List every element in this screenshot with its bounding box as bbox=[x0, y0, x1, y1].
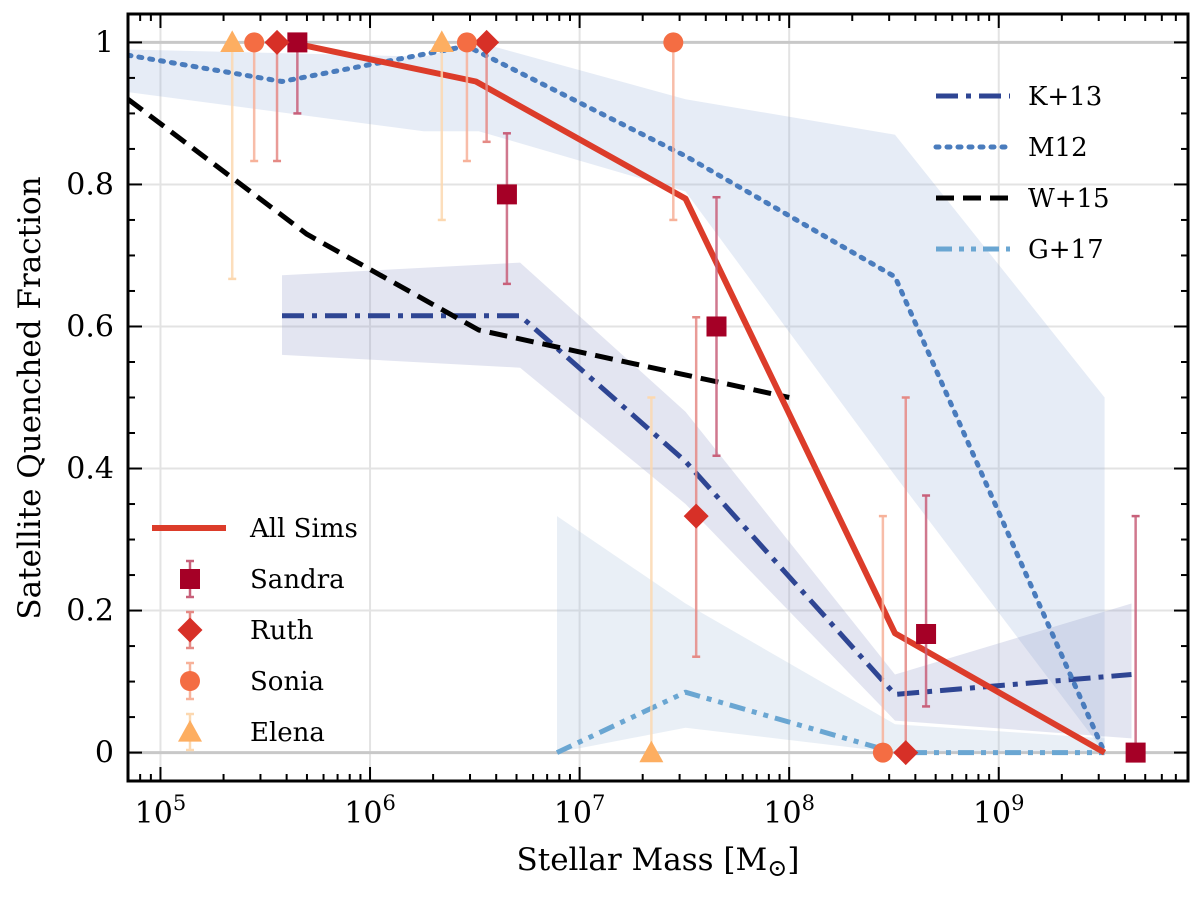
x-tick-label-8: 108 bbox=[763, 791, 815, 831]
shaded-band-1 bbox=[128, 42, 1105, 753]
legend-label-sandra: Sandra bbox=[250, 565, 345, 595]
legend-label-k-13: K+13 bbox=[1028, 82, 1102, 112]
legend-label-m12: M12 bbox=[1028, 133, 1088, 163]
legend-label-g-17: G+17 bbox=[1028, 235, 1104, 265]
x-tick-label-9: 109 bbox=[973, 791, 1025, 831]
y-tick-label-0: 0 bbox=[95, 736, 114, 771]
x-tick-label-6: 106 bbox=[344, 791, 396, 831]
x-tick-label-exponent: 8 bbox=[802, 791, 815, 815]
point-ruth-3 bbox=[683, 503, 709, 529]
legend-marker-ruth bbox=[177, 617, 203, 643]
legend-label-elena: Elena bbox=[250, 718, 325, 748]
simulation-points bbox=[220, 29, 1146, 766]
x-tick-label-5: 105 bbox=[135, 791, 187, 831]
point-sandra-2 bbox=[496, 184, 517, 205]
series-line-all-sims bbox=[302, 42, 1107, 756]
y-tick-label-0-8: 0.8 bbox=[66, 167, 114, 202]
legend-marker-sandra bbox=[180, 569, 200, 589]
point-ruth-1 bbox=[264, 29, 290, 55]
point-ruth-2 bbox=[474, 29, 500, 55]
point-elena-3 bbox=[639, 740, 664, 763]
x-tick-label-exponent: 7 bbox=[592, 791, 605, 815]
x-tick-label-base: 10 bbox=[135, 796, 173, 831]
point-ruth-4 bbox=[893, 740, 919, 766]
x-tick-label-exponent: 6 bbox=[382, 791, 395, 815]
x-axis-label: Stellar Mass [M⊙] bbox=[517, 842, 800, 882]
model-lines bbox=[128, 42, 1132, 756]
legend-label-all-sims: All Sims bbox=[249, 514, 358, 544]
series-line-w-15 bbox=[128, 97, 790, 400]
legend-label-w-15: W+15 bbox=[1028, 184, 1110, 214]
y-tick-label-0-2: 0.2 bbox=[66, 594, 114, 629]
point-sonia-4 bbox=[872, 742, 893, 763]
x-tick-label-exponent: 9 bbox=[1011, 791, 1024, 815]
legend-marker-elena bbox=[178, 720, 202, 742]
x-tick-label-base: 10 bbox=[344, 796, 382, 831]
point-elena-2 bbox=[429, 30, 454, 53]
point-sandra-5 bbox=[1125, 742, 1146, 763]
point-sandra-3 bbox=[706, 316, 727, 337]
x-tick-label-exponent: 5 bbox=[173, 791, 186, 815]
y-tick-label-1: 1 bbox=[95, 25, 114, 60]
point-sonia-3 bbox=[663, 32, 684, 53]
x-tick-label-base: 10 bbox=[763, 796, 801, 831]
x-tick-label-base: 10 bbox=[554, 796, 592, 831]
x-axis-label-subscript: ⊙ bbox=[767, 854, 787, 882]
point-sandra-4 bbox=[916, 623, 937, 644]
series-line-g-17 bbox=[555, 689, 1105, 756]
series-line-m12 bbox=[128, 43, 1108, 756]
shaded-band-2 bbox=[282, 262, 1132, 739]
legends: K+13 M12 W+15 G+17 All Sims Sandra Ruth Sonia El… bbox=[152, 82, 1110, 752]
x-tick-label-base: 10 bbox=[973, 796, 1011, 831]
x-axis-label-main: Stellar Mass [M bbox=[517, 842, 768, 878]
x-tick-label-7: 107 bbox=[554, 791, 606, 831]
y-tick-label-0-4: 0.4 bbox=[66, 452, 114, 487]
point-sonia-2 bbox=[456, 32, 477, 53]
x-axis-label-end: ] bbox=[787, 842, 799, 878]
series-line-k-13 bbox=[282, 313, 1132, 697]
legend-label-sonia: Sonia bbox=[250, 667, 324, 697]
legend-marker-sonia bbox=[180, 671, 200, 691]
point-sandra-1 bbox=[287, 32, 308, 53]
point-sonia-1 bbox=[244, 32, 265, 53]
y-axis-label: Satellite Quenched Fraction bbox=[12, 176, 48, 619]
point-elena-1 bbox=[220, 30, 245, 53]
legend-label-ruth: Ruth bbox=[250, 616, 314, 646]
y-tick-label-0-6: 0.6 bbox=[66, 309, 114, 344]
